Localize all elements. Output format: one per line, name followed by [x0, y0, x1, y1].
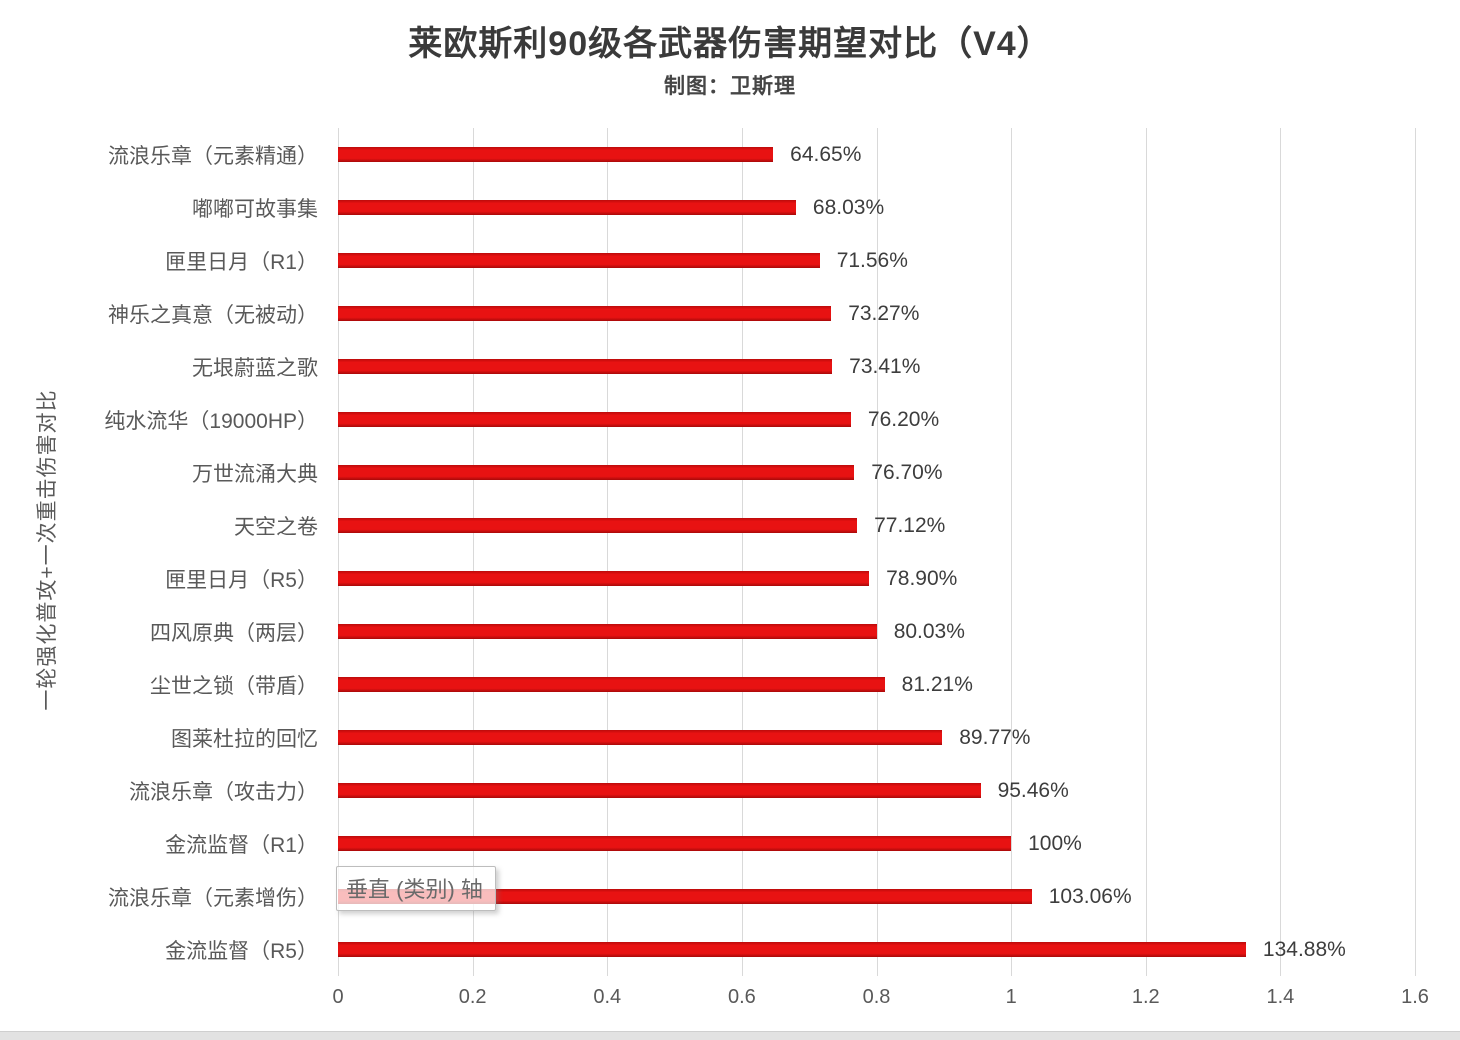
category-label[interactable]: 神乐之真意（无被动） — [108, 303, 318, 327]
category-label[interactable]: 天空之卷 — [234, 515, 318, 539]
bar-row: 95.46% — [338, 764, 1415, 817]
bar-row: 100% — [338, 817, 1415, 870]
gridline — [1415, 128, 1416, 976]
bar[interactable] — [338, 359, 833, 374]
bar-row: 64.65% — [338, 128, 1415, 181]
data-label[interactable]: 95.46% — [997, 778, 1069, 802]
bar-row: 76.20% — [338, 393, 1415, 446]
category-label[interactable]: 万世流涌大典 — [192, 462, 318, 486]
bar[interactable] — [338, 306, 832, 321]
gridline — [607, 128, 609, 976]
data-label[interactable]: 80.03% — [893, 619, 965, 643]
data-label[interactable]: 89.77% — [959, 725, 1031, 749]
bar-row: 134.88% — [338, 923, 1415, 976]
category-label[interactable]: 纯水流华（19000HP） — [104, 409, 318, 433]
bar-row: 76.70% — [338, 446, 1415, 499]
data-label[interactable]: 100% — [1028, 831, 1082, 855]
bar-row: 103.06% — [338, 870, 1415, 923]
bar[interactable] — [338, 518, 858, 533]
category-label[interactable]: 无垠蔚蓝之歌 — [192, 356, 318, 380]
bar[interactable] — [338, 147, 774, 162]
category-label[interactable]: 图莱杜拉的回忆 — [171, 727, 318, 751]
bar[interactable] — [338, 200, 796, 215]
data-label[interactable]: 76.20% — [867, 407, 940, 431]
chart-subtitle[interactable]: 制图：卫斯理 — [664, 75, 796, 98]
window-bottom-edge — [0, 1031, 1460, 1040]
bar[interactable] — [338, 677, 885, 692]
plot-area[interactable]: 64.65% 68.03% 71.56% 73.27% 73.41% 76.20% 76.7… — [338, 128, 1416, 976]
category-label[interactable]: 尘世之锁（带盾） — [150, 674, 318, 698]
bar[interactable] — [338, 253, 820, 268]
x-tick-label[interactable]: 1.6 — [1401, 986, 1429, 1008]
data-label[interactable]: 103.06% — [1048, 884, 1132, 908]
bar-row: 73.27% — [338, 287, 1415, 340]
bar[interactable] — [338, 783, 981, 798]
value-axis[interactable]: 0 0.2 0.4 0.6 0.8 1 1.2 1.4 1.6 — [332, 986, 1428, 1012]
category-label[interactable]: 匣里日月（R1） — [165, 250, 318, 274]
category-label[interactable]: 流浪乐章（元素增伤） — [108, 886, 318, 910]
data-label[interactable]: 77.12% — [874, 513, 946, 537]
x-tick-label[interactable]: 1.4 — [1266, 986, 1295, 1008]
bar-row: 71.56% — [338, 234, 1415, 287]
bar-row: 80.03% — [338, 605, 1415, 658]
bar[interactable] — [338, 889, 1032, 904]
gridline — [1011, 128, 1013, 976]
category-label[interactable]: 嘟嘟可故事集 — [192, 197, 318, 221]
data-label[interactable]: 76.70% — [871, 460, 943, 484]
category-label[interactable]: 金流监督（R1） — [165, 833, 318, 857]
category-axis[interactable]: 流浪乐章（元素精通） 嘟嘟可故事集匣里日月（R1） 神乐之真意（无被动） 无垠蔚蓝之歌… — [0, 128, 318, 976]
x-tick-label[interactable]: 0.2 — [458, 986, 487, 1008]
data-label[interactable]: 81.21% — [901, 672, 973, 696]
data-label[interactable]: 73.27% — [848, 301, 920, 325]
data-label[interactable]: 78.90% — [886, 566, 958, 590]
chart-title[interactable]: 莱欧斯利90级各武器伤害期望对比（V4） — [408, 25, 1052, 63]
x-tick-label[interactable]: 1 — [1005, 986, 1017, 1008]
gridline — [338, 128, 339, 976]
x-tick-label[interactable]: 1.2 — [1131, 986, 1160, 1008]
data-label[interactable]: 68.03% — [812, 195, 885, 219]
bar[interactable] — [338, 412, 851, 427]
bar[interactable] — [338, 624, 877, 639]
x-tick-label[interactable]: 0.4 — [593, 986, 622, 1008]
category-label[interactable]: 四风原典（两层） — [150, 621, 318, 645]
axis-hover-tooltip: 垂直 (类别) 轴 — [336, 866, 496, 911]
x-tick-label[interactable]: 0 — [332, 986, 344, 1008]
data-label[interactable]: 134.88% — [1262, 937, 1346, 961]
x-tick-label[interactable]: 0.6 — [727, 986, 756, 1008]
bar-row: 89.77% — [338, 711, 1415, 764]
bar-row: 73.41% — [338, 340, 1415, 393]
bars-layer: 64.65% 68.03% 71.56% 73.27% 73.41% 76.20% 76.7… — [338, 128, 1415, 976]
category-label[interactable]: 流浪乐章（元素精通） — [108, 144, 318, 168]
category-label[interactable]: 金流监督（R5） — [165, 939, 318, 963]
gridline — [1280, 128, 1282, 976]
bar-row: 77.12% — [338, 499, 1415, 552]
gridline — [741, 128, 743, 976]
data-label[interactable]: 73.41% — [849, 354, 921, 378]
data-label[interactable]: 71.56% — [836, 248, 908, 272]
bar-row: 68.03% — [338, 181, 1415, 234]
bar[interactable] — [338, 836, 1012, 851]
bar-row: 81.21% — [338, 658, 1415, 711]
gridline — [1145, 128, 1147, 976]
bar[interactable] — [338, 942, 1246, 957]
bar[interactable] — [338, 571, 870, 586]
category-label[interactable]: 匣里日月（R5） — [165, 568, 318, 592]
bar[interactable] — [338, 730, 943, 745]
category-label[interactable]: 流浪乐章（攻击力） — [129, 780, 318, 804]
gridline — [472, 128, 474, 976]
x-tick-label[interactable]: 0.8 — [862, 986, 891, 1008]
bar[interactable] — [338, 465, 855, 480]
bar-row: 78.90% — [338, 552, 1415, 605]
gridline — [876, 128, 878, 976]
data-label[interactable]: 64.65% — [790, 142, 862, 166]
